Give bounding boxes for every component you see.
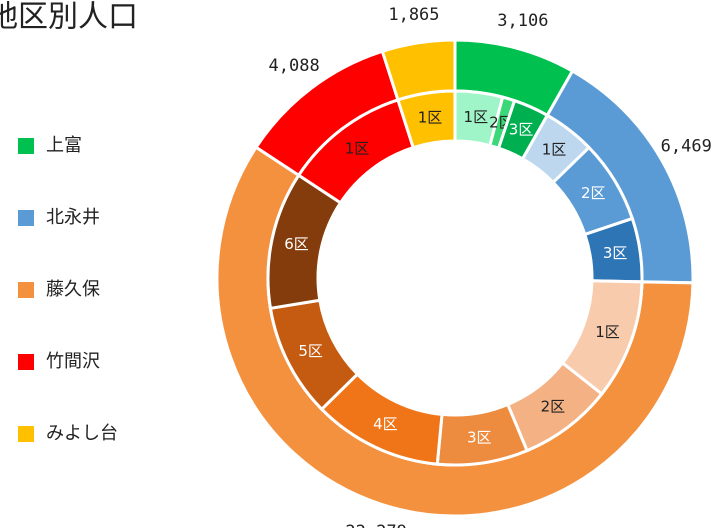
inner-segment	[396, 89, 457, 150]
value-label: 3,106	[497, 11, 548, 31]
value-label: 6,469	[661, 137, 712, 157]
legend-label: 藤久保	[46, 279, 100, 300]
value-label: 1,865	[388, 5, 439, 25]
chart-title: 地区別人口	[0, 0, 138, 35]
segment-label: 4区	[373, 415, 398, 433]
legend-label: 北永井	[46, 207, 100, 228]
segment-label: 2区	[541, 398, 566, 416]
segment-label: 6区	[284, 235, 309, 253]
legend-label: 上富	[46, 135, 82, 156]
legend-swatch	[18, 210, 34, 226]
legend-label: みよし台	[46, 423, 118, 444]
legend-swatch	[18, 354, 34, 370]
segment-label: 1区	[464, 108, 489, 126]
segment-label: 3区	[467, 429, 492, 447]
legend-swatch	[18, 426, 34, 442]
segment-label: 1区	[595, 323, 620, 341]
legend-swatch	[18, 138, 34, 154]
segment-label: 1区	[345, 139, 370, 157]
segment-label: 1区	[542, 140, 567, 158]
segment-label: 2区	[581, 184, 606, 202]
value-label: 22,279	[345, 522, 406, 528]
segment-label: 1区	[418, 108, 443, 126]
segment-label: 3区	[509, 121, 534, 139]
legend-label: 竹間沢	[46, 351, 100, 372]
value-label: 4,088	[269, 56, 320, 76]
legend-swatch	[18, 282, 34, 298]
segment-label: 5区	[298, 342, 323, 360]
segment-label: 3区	[603, 244, 628, 262]
